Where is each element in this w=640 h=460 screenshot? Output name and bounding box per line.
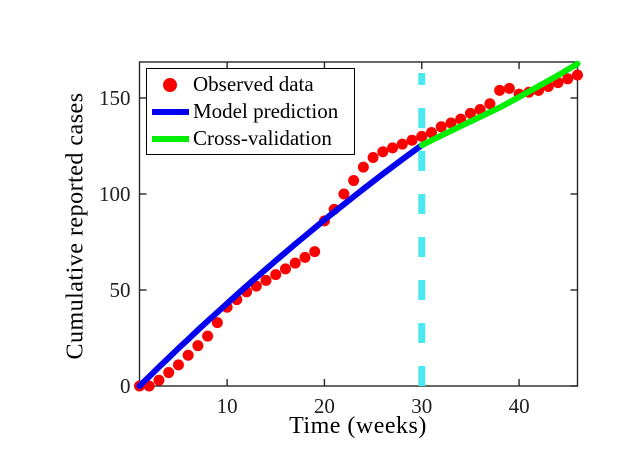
observed-data-point [202, 330, 214, 342]
observed-data-point [153, 374, 165, 386]
y-tick-label: 50 [110, 278, 131, 302]
observed-data-point [464, 107, 476, 119]
observed-data-point [182, 349, 194, 361]
observed-data-point [289, 257, 301, 269]
model-prediction-line-icon [151, 108, 189, 115]
model-prediction-line [136, 142, 425, 389]
cross-validation-line [418, 60, 581, 149]
observed-data-point [309, 246, 321, 258]
x-axis-label: Time (weeks) [289, 413, 427, 439]
observed-data-point [484, 98, 496, 110]
observed-data-point [270, 269, 282, 281]
observed-data-point [357, 161, 369, 173]
observed-data-point [416, 130, 428, 142]
legend-entry-observed-data: Observed data [147, 71, 354, 98]
observed-data-point [494, 84, 506, 96]
observed-data-point [338, 188, 350, 200]
y-axis-label: Cumulative reported cases [62, 92, 89, 360]
x-tick-label: 40 [509, 394, 530, 418]
x-tick-label: 30 [411, 394, 432, 418]
observed-data-point [280, 263, 291, 275]
observed-data-point [211, 317, 223, 329]
x-tick-label: 20 [314, 394, 335, 418]
observed-data-point [172, 359, 184, 371]
x-tick-label: 10 [217, 394, 238, 418]
legend-label: Cross-validation [193, 126, 332, 150]
observed-data-point [396, 138, 408, 150]
legend: Observed data Model prediction Cross-val… [146, 68, 355, 155]
legend-label: Observed data [193, 72, 314, 96]
observed-data-point [406, 134, 418, 146]
y-tick-label: 100 [99, 182, 131, 206]
observed-data-point [387, 142, 399, 154]
observed-data-point [377, 146, 389, 158]
observed-data-point [562, 73, 574, 85]
legend-label: Model prediction [193, 99, 339, 123]
observed-data-point [260, 274, 272, 286]
observed-data-point [367, 152, 379, 164]
cross-validation-line-icon [151, 135, 189, 142]
observed-data-points [134, 69, 583, 392]
observed-data-marker-icon [163, 77, 177, 92]
legend-entry-model-prediction: Model prediction [147, 98, 354, 125]
observed-data-point [572, 69, 583, 81]
observed-data-point [192, 340, 204, 352]
legend-entry-cross-validation: Cross-validation [147, 125, 354, 152]
observed-data-point [445, 117, 457, 129]
observed-data-point [426, 127, 437, 139]
axes-box [138, 61, 579, 387]
observed-data-point [503, 82, 515, 94]
y-tick-label: 0 [120, 374, 131, 398]
observed-data-point [348, 175, 360, 187]
observed-data-point [163, 367, 175, 379]
y-tick-label: 150 [99, 86, 131, 110]
observed-data-point [435, 121, 447, 133]
observed-data-point [299, 251, 311, 263]
